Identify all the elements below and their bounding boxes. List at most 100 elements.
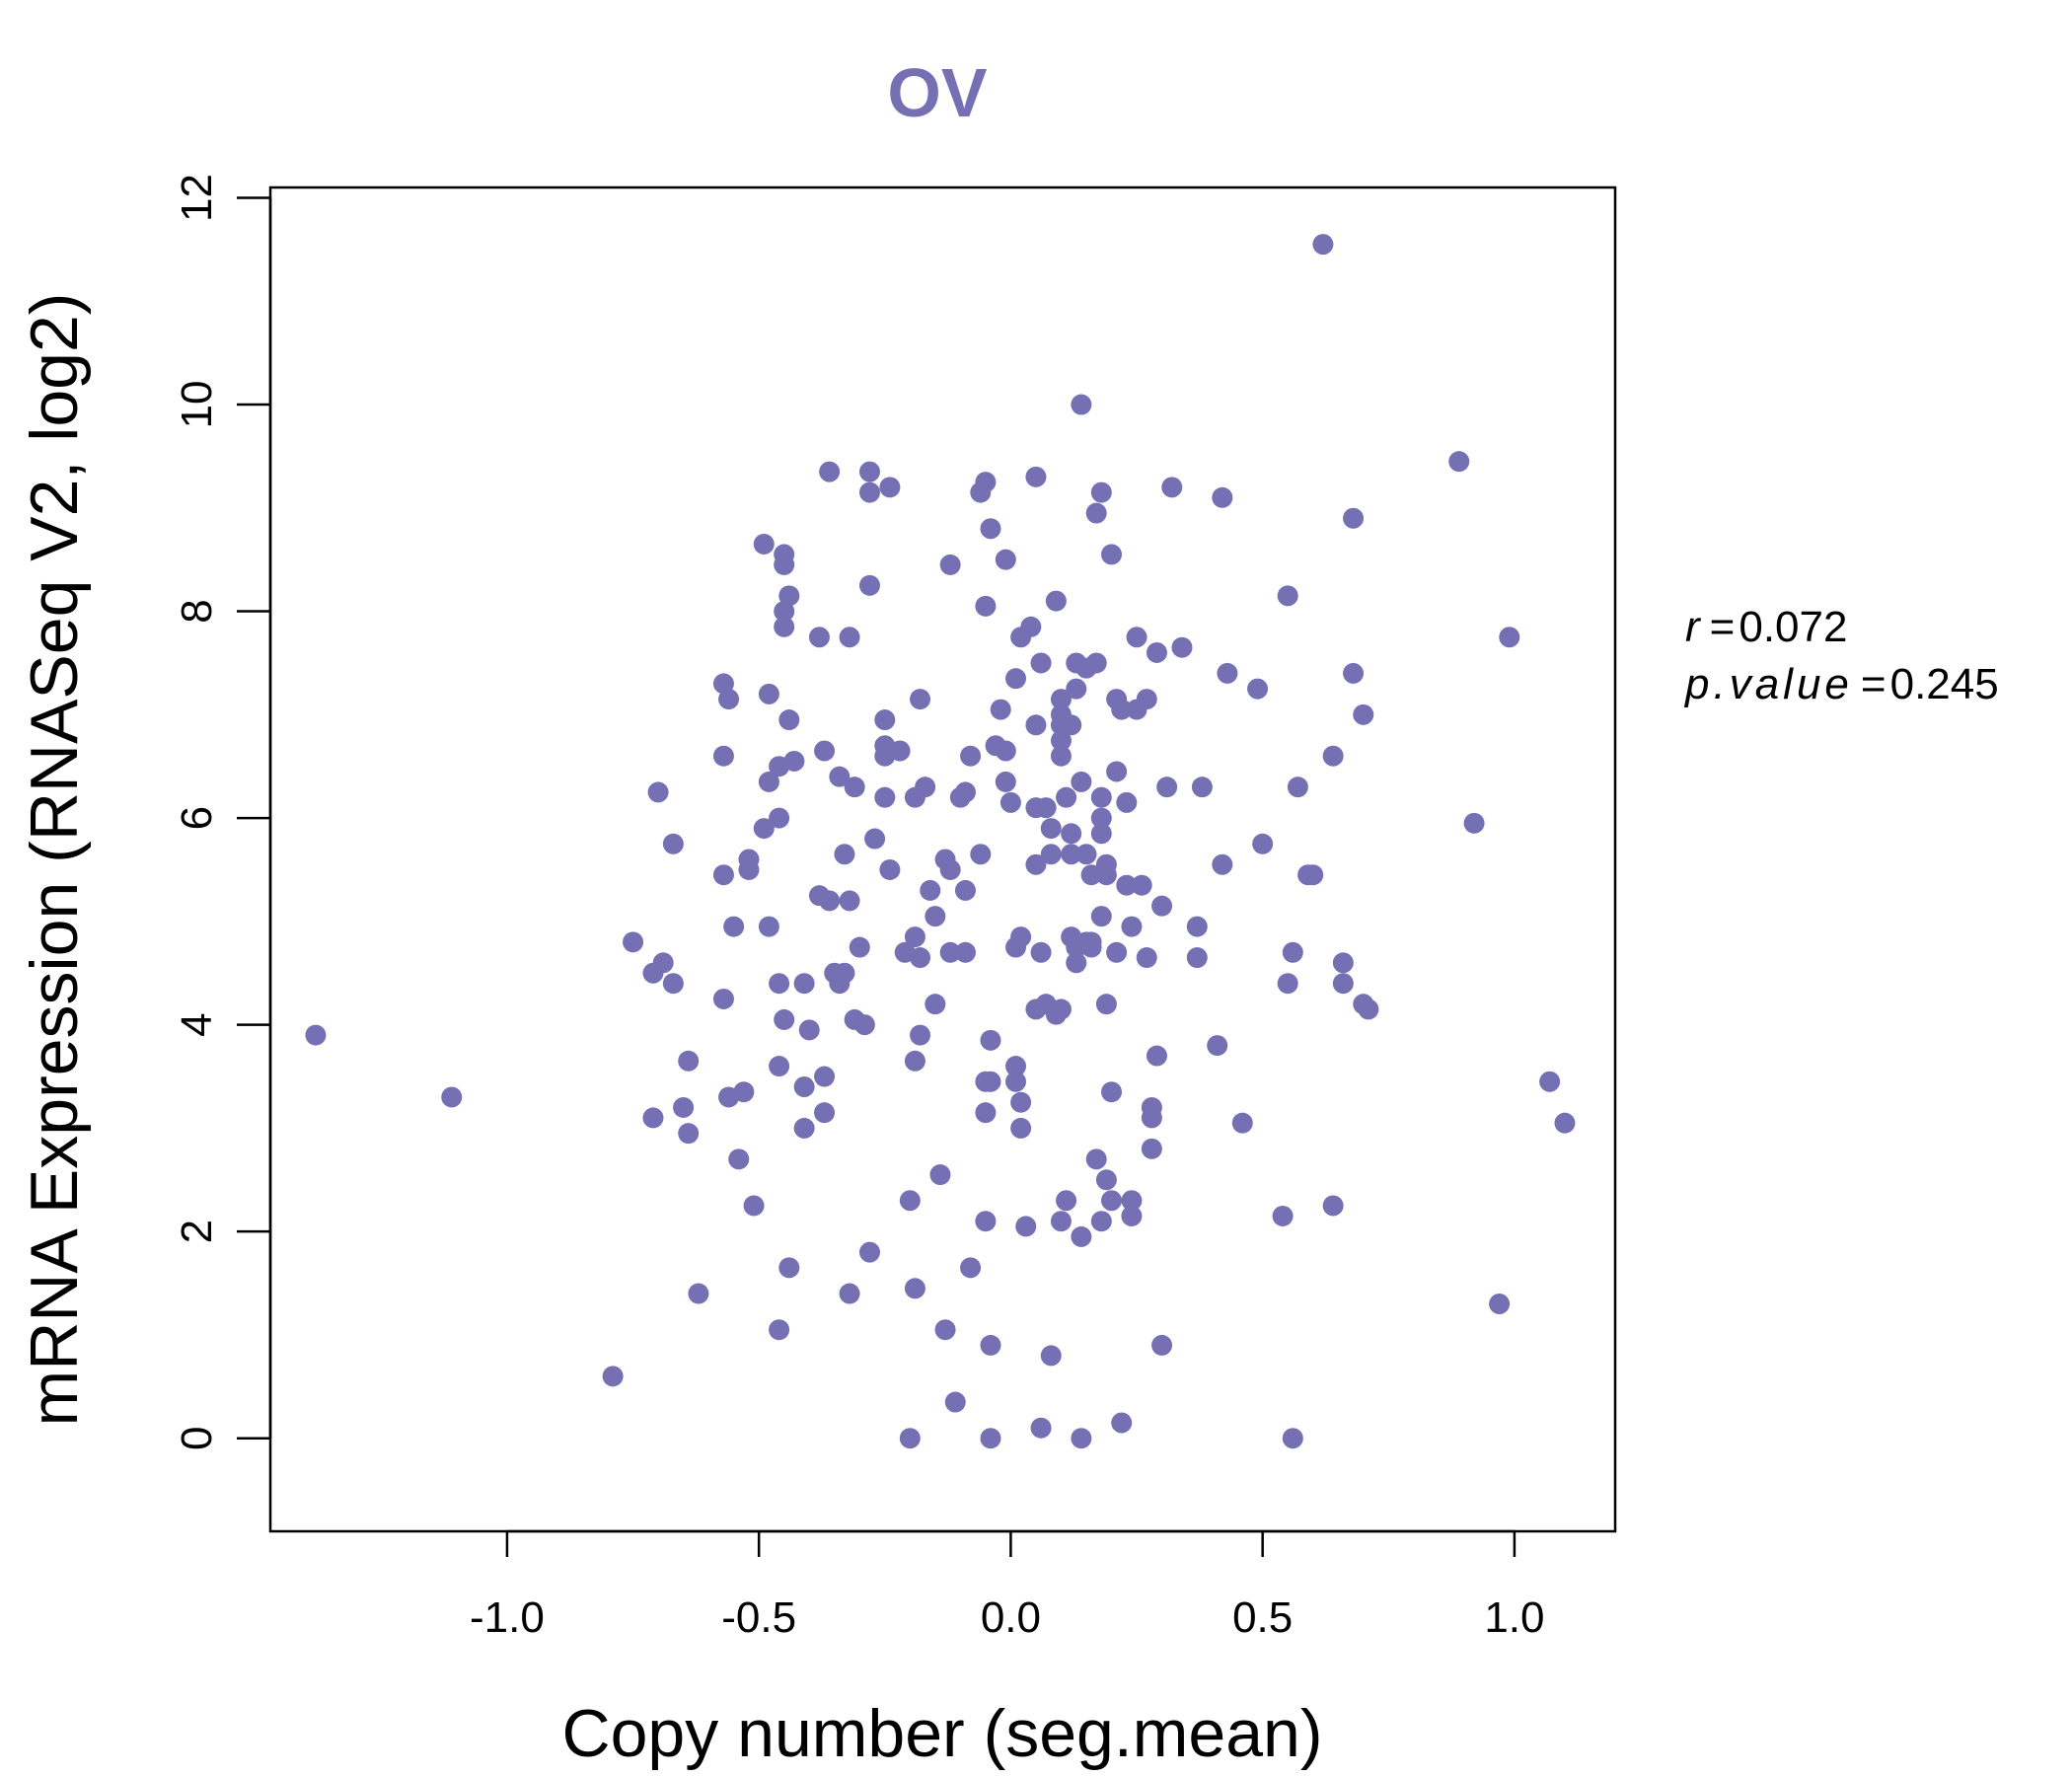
data-point bbox=[1050, 730, 1072, 752]
data-point bbox=[1071, 1225, 1092, 1247]
data-point bbox=[1045, 590, 1067, 612]
data-point bbox=[1539, 1071, 1561, 1092]
y-axis: 0 2 4 6 8 10 12 bbox=[173, 174, 272, 1450]
data-point bbox=[793, 973, 815, 995]
data-point bbox=[753, 533, 775, 555]
data-point bbox=[1040, 844, 1062, 865]
data-point bbox=[814, 1066, 836, 1087]
data-point bbox=[1463, 812, 1485, 834]
data-point bbox=[1146, 641, 1167, 663]
data-point bbox=[980, 1029, 1001, 1051]
data-point bbox=[1287, 777, 1308, 798]
y-tick-label: 12 bbox=[173, 174, 221, 222]
data-point bbox=[980, 1071, 1001, 1092]
data-point bbox=[1050, 745, 1072, 767]
data-point bbox=[1282, 941, 1303, 963]
data-point bbox=[758, 771, 779, 792]
data-point bbox=[769, 1056, 790, 1077]
data-point bbox=[623, 931, 644, 953]
data-point bbox=[999, 791, 1021, 813]
data-point bbox=[980, 518, 1001, 540]
y-tick-label: 10 bbox=[173, 381, 221, 429]
data-point bbox=[1146, 1045, 1167, 1067]
data-point bbox=[1005, 1056, 1027, 1077]
data-point bbox=[1075, 844, 1097, 865]
data-point bbox=[1499, 627, 1520, 648]
data-point bbox=[1277, 973, 1298, 995]
data-point bbox=[939, 941, 961, 963]
y-tick-label: 2 bbox=[173, 1220, 221, 1243]
r-value: 0.072 bbox=[1739, 603, 1847, 651]
data-point bbox=[1010, 1117, 1032, 1139]
data-point bbox=[1151, 1334, 1173, 1356]
y-tick-label: 0 bbox=[173, 1426, 221, 1449]
data-point bbox=[769, 973, 790, 995]
data-point bbox=[975, 472, 997, 493]
data-point bbox=[889, 740, 911, 762]
data-point bbox=[904, 1278, 925, 1299]
data-point bbox=[1106, 941, 1128, 963]
data-point bbox=[1040, 818, 1062, 840]
data-point bbox=[1085, 502, 1107, 524]
data-point bbox=[793, 1117, 815, 1139]
data-point bbox=[1005, 1071, 1027, 1092]
data-point bbox=[1136, 947, 1157, 969]
data-point bbox=[1071, 1428, 1092, 1449]
data-point bbox=[1015, 1216, 1037, 1237]
data-point bbox=[1061, 714, 1082, 736]
data-point bbox=[1066, 952, 1087, 974]
data-point bbox=[995, 771, 1016, 792]
data-point bbox=[975, 595, 997, 617]
data-point bbox=[1030, 652, 1052, 674]
data-point bbox=[743, 1195, 765, 1217]
data-point bbox=[1312, 234, 1334, 256]
r-statistic: r =0.072 bbox=[1685, 603, 1847, 651]
data-point bbox=[879, 477, 901, 498]
data-point bbox=[1358, 999, 1379, 1020]
data-point bbox=[1116, 874, 1138, 896]
data-point bbox=[1050, 689, 1072, 710]
data-point bbox=[1489, 1294, 1511, 1315]
data-point bbox=[819, 890, 841, 912]
data-point bbox=[1090, 786, 1112, 808]
p-label: p.value bbox=[1683, 660, 1853, 708]
data-point bbox=[798, 1019, 820, 1041]
data-point bbox=[1353, 703, 1374, 725]
data-point bbox=[1095, 994, 1117, 1015]
data-point bbox=[688, 1283, 709, 1304]
data-point bbox=[839, 627, 860, 648]
data-point bbox=[753, 818, 775, 840]
data-point bbox=[678, 1123, 700, 1145]
chart-title: OV bbox=[887, 54, 987, 131]
data-point bbox=[774, 616, 795, 637]
data-point bbox=[774, 1008, 795, 1030]
data-point bbox=[839, 890, 860, 912]
data-point bbox=[925, 906, 946, 927]
data-point bbox=[774, 601, 795, 623]
data-point bbox=[858, 481, 880, 503]
data-point bbox=[910, 689, 931, 710]
p-value-statistic: p.value =0.245 bbox=[1683, 660, 1999, 708]
data-point bbox=[1277, 585, 1298, 607]
data-point bbox=[723, 916, 745, 937]
data-point bbox=[858, 574, 880, 596]
data-point bbox=[1186, 947, 1208, 969]
data-point bbox=[1111, 1412, 1133, 1434]
data-point bbox=[990, 699, 1011, 720]
data-point bbox=[1212, 853, 1233, 875]
data-point bbox=[1010, 926, 1032, 948]
data-point bbox=[1020, 616, 1042, 637]
data-point bbox=[778, 709, 800, 731]
data-point bbox=[1191, 777, 1213, 798]
data-point bbox=[1030, 1417, 1052, 1439]
data-point bbox=[1050, 999, 1072, 1020]
data-point bbox=[602, 1366, 624, 1387]
data-point bbox=[1322, 1195, 1344, 1217]
r-label: r bbox=[1685, 603, 1702, 651]
data-point bbox=[839, 1283, 860, 1304]
data-point bbox=[1302, 864, 1324, 886]
data-point bbox=[874, 709, 896, 731]
data-point bbox=[1111, 699, 1133, 720]
data-point bbox=[1025, 853, 1047, 875]
data-point bbox=[1050, 1211, 1072, 1232]
